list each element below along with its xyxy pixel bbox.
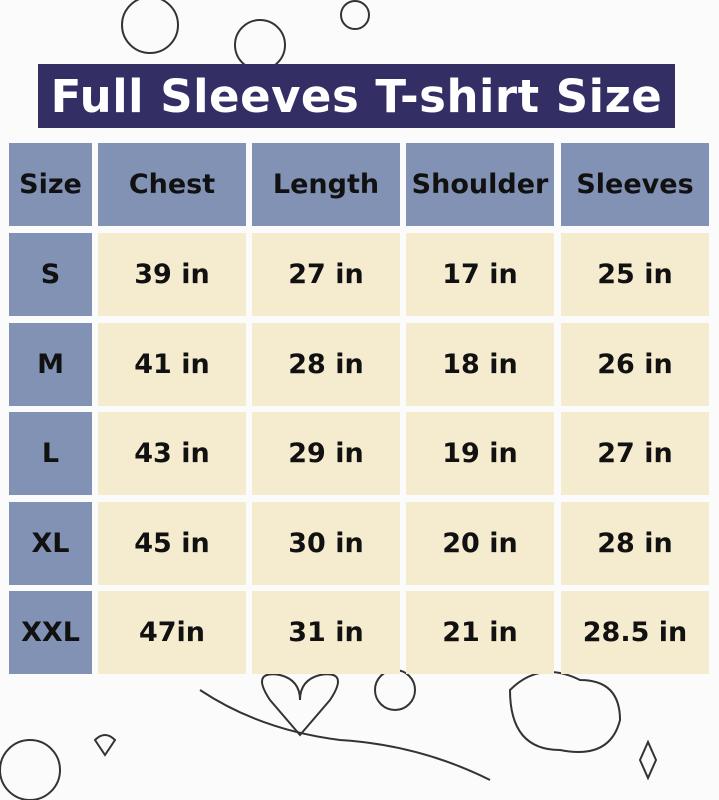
page-title: Full Sleeves T-shirt Size (38, 64, 675, 128)
size-label: XL (9, 502, 92, 585)
table-cell: 31 in (252, 591, 400, 674)
table-cell: 18 in (406, 323, 554, 406)
size-label: XXL (9, 591, 92, 674)
column-header-chest: Chest (98, 143, 246, 226)
table-cell: 28.5 in (561, 591, 709, 674)
table-cell: 28 in (561, 502, 709, 585)
table-cell: 47in (98, 591, 246, 674)
column-header-length: Length (252, 143, 400, 226)
table-cell: 21 in (406, 591, 554, 674)
table-cell: 27 in (561, 412, 709, 495)
table-cell: 30 in (252, 502, 400, 585)
table-cell: 25 in (561, 233, 709, 316)
table-cell: 26 in (561, 323, 709, 406)
table-cell: 45 in (98, 502, 246, 585)
table-cell: 19 in (406, 412, 554, 495)
table-cell: 39 in (98, 233, 246, 316)
size-label: L (9, 412, 92, 495)
size-label: M (9, 323, 92, 406)
column-header-sleeves: Sleeves (561, 143, 709, 226)
table-cell: 27 in (252, 233, 400, 316)
table-cell: 29 in (252, 412, 400, 495)
size-label: S (9, 233, 92, 316)
table-cell: 17 in (406, 233, 554, 316)
table-cell: 20 in (406, 502, 554, 585)
table-cell: 28 in (252, 323, 400, 406)
table-cell: 41 in (98, 323, 246, 406)
column-header-shoulder: Shoulder (406, 143, 554, 226)
table-cell: 43 in (98, 412, 246, 495)
column-header-size: Size (9, 143, 92, 226)
